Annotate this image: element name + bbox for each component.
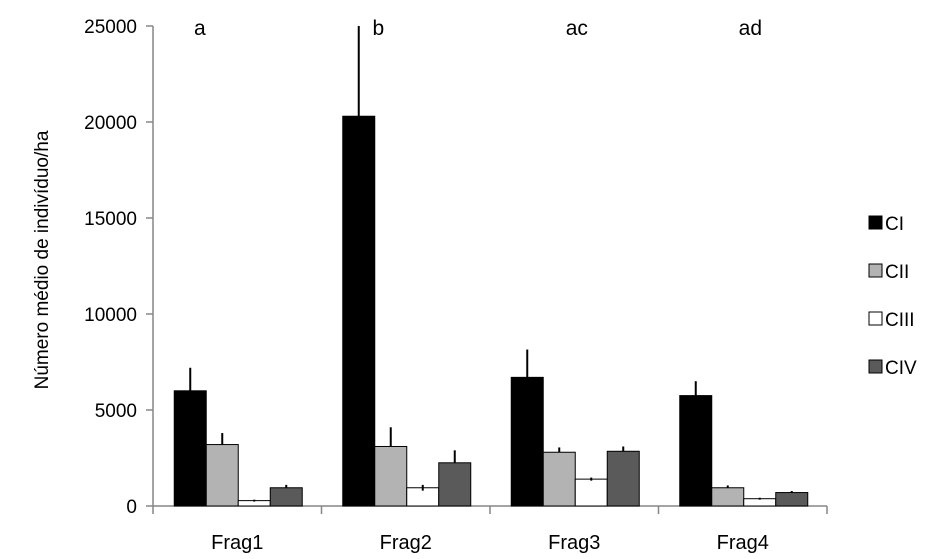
bar-ciii-frag4 <box>743 498 777 507</box>
legend-label-ciii: CIII <box>885 310 915 331</box>
y-tick-label: 5000 <box>95 401 137 422</box>
y-tick-label: 15000 <box>84 209 137 230</box>
bar-civ-frag1 <box>269 487 303 507</box>
bar-civ-frag4 <box>775 492 809 507</box>
legend-label-cii: CII <box>885 262 909 283</box>
bar-ci-frag3 <box>510 376 544 507</box>
y-axis-label: Número médio de indivíduo/ha <box>32 130 53 389</box>
bar-ci-frag2 <box>342 115 376 507</box>
bar-civ-frag2 <box>438 462 472 507</box>
significance-letter: b <box>373 17 385 40</box>
legend-swatch-ci <box>868 215 883 230</box>
significance-letter: a <box>194 17 206 40</box>
axes: 0 5000 10000 15000 20000 25000 <box>84 17 828 518</box>
x-tick-label: Frag1 <box>211 532 263 554</box>
bar-cii-frag4 <box>711 487 745 507</box>
labels: Frag1 a Frag2 b Frag3 ac Frag4 ad <box>194 17 769 554</box>
significance-letter: ac <box>566 17 588 40</box>
bars <box>173 26 809 507</box>
y-tick-label: 10000 <box>84 305 137 326</box>
bar-ciii-frag3 <box>574 478 608 507</box>
bar-civ-frag3 <box>606 450 640 507</box>
legend: CI CII CIII CIV <box>868 214 917 379</box>
legend-swatch-ciii <box>868 311 883 326</box>
bar-cii-frag1 <box>205 444 239 507</box>
significance-letter: ad <box>739 17 762 40</box>
bar-cii-frag2 <box>374 445 408 507</box>
legend-swatch-cii <box>868 263 883 278</box>
x-tick-label: Frag3 <box>548 532 600 554</box>
bar-ci-frag1 <box>173 390 207 507</box>
legend-label-civ: CIV <box>885 358 917 379</box>
bar-cii-frag3 <box>542 451 576 507</box>
x-tick-label: Frag2 <box>380 532 432 554</box>
y-tick-label: 20000 <box>84 113 137 134</box>
y-tick-label: 0 <box>126 497 137 518</box>
y-tick-label: 25000 <box>84 17 137 38</box>
bar-ci-frag4 <box>679 395 713 507</box>
legend-swatch-civ <box>868 359 883 374</box>
legend-label-ci: CI <box>885 214 904 235</box>
x-tick-label: Frag4 <box>717 532 769 554</box>
